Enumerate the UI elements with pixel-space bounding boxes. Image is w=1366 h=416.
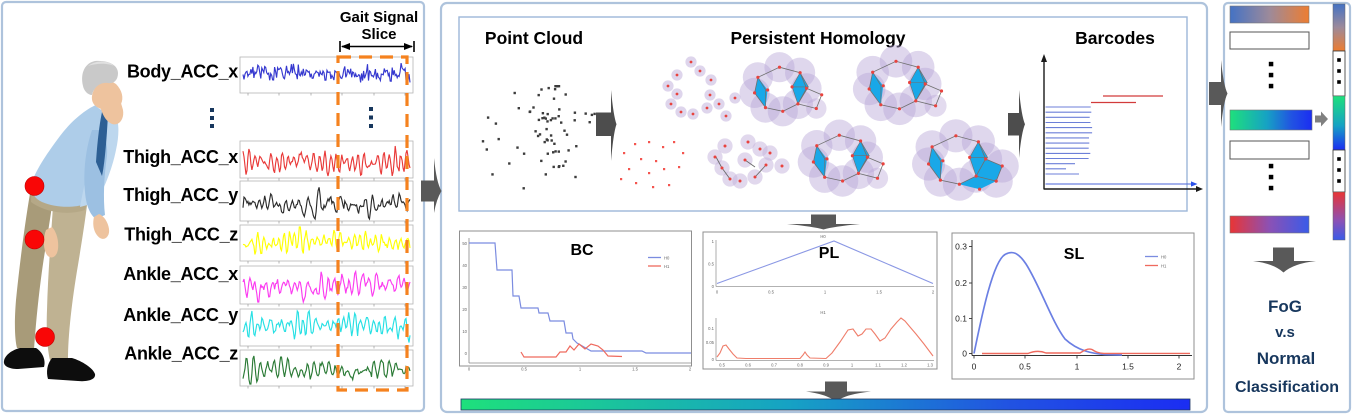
svg-text:H0: H0 [1161,255,1167,260]
svg-text:0: 0 [962,349,967,359]
svg-text:H1: H1 [820,310,826,315]
svg-text:10: 10 [462,329,467,334]
svg-text:FoG: FoG [1268,297,1302,316]
svg-text:0.9: 0.9 [823,363,829,368]
svg-text:1: 1 [1075,362,1080,372]
svg-text:1: 1 [712,239,715,244]
svg-text:H0: H0 [664,256,670,261]
svg-text:v.s: v.s [1275,324,1295,341]
svg-text:0: 0 [712,284,715,289]
svg-text:1.2: 1.2 [901,363,907,368]
svg-text:1.5: 1.5 [632,367,638,372]
svg-text:1.1: 1.1 [875,363,881,368]
svg-text:0.5: 0.5 [719,363,725,368]
svg-text:Ankle_ACC_z: Ankle_ACC_z [124,344,238,364]
svg-text:20: 20 [462,307,467,312]
svg-text:0: 0 [972,362,977,372]
svg-text:1: 1 [579,367,582,372]
svg-text:H1: H1 [664,264,670,269]
svg-text:Barcodes: Barcodes [1075,28,1155,48]
svg-text:Point Cloud: Point Cloud [485,28,583,48]
svg-text:1: 1 [824,290,827,295]
svg-text:Persistent Homology: Persistent Homology [730,28,905,48]
svg-text:Normal: Normal [1257,349,1316,368]
svg-text:0.5: 0.5 [1019,362,1031,372]
svg-text:0.5: 0.5 [521,367,527,372]
svg-text:H0: H0 [820,234,826,239]
svg-text:Slice: Slice [361,26,396,43]
svg-text:2: 2 [932,290,935,295]
svg-text:Classification: Classification [1235,379,1339,396]
svg-text:40: 40 [462,263,467,268]
svg-text:0: 0 [716,290,719,295]
svg-text:Thigh_ACC_z: Thigh_ACC_z [124,225,238,245]
svg-text:30: 30 [462,285,467,290]
svg-text:0.7: 0.7 [771,363,777,368]
svg-text:0.5: 0.5 [768,290,774,295]
svg-text:BC: BC [570,242,594,259]
svg-text:Gait Signal: Gait Signal [340,9,418,26]
svg-text:1: 1 [851,363,854,368]
svg-text:Thigh_ACC_x: Thigh_ACC_x [123,147,238,167]
svg-text:1.3: 1.3 [927,363,933,368]
svg-text:H1: H1 [1161,264,1167,269]
svg-text:1.5: 1.5 [1122,362,1134,372]
svg-text:50: 50 [462,241,467,246]
svg-text:0.05: 0.05 [706,340,715,345]
svg-text:Ankle_ACC_x: Ankle_ACC_x [123,264,238,284]
svg-text:0: 0 [465,351,468,356]
svg-text:Ankle_ACC_y: Ankle_ACC_y [123,305,238,325]
svg-text:0: 0 [468,367,471,372]
svg-text:Body_ACC_x: Body_ACC_x [127,62,238,82]
svg-text:PL: PL [819,245,840,262]
svg-text:2: 2 [689,367,692,372]
svg-text:0: 0 [712,357,715,362]
svg-text:0.2: 0.2 [955,278,967,288]
svg-text:0.1: 0.1 [955,314,967,324]
svg-text:Thigh_ACC_y: Thigh_ACC_y [123,185,238,205]
svg-text:2: 2 [1177,362,1182,372]
svg-text:0.5: 0.5 [708,262,714,267]
svg-text:SL: SL [1064,246,1085,263]
svg-text:0.1: 0.1 [708,326,714,331]
svg-text:0.8: 0.8 [797,363,803,368]
svg-text:0.6: 0.6 [745,363,751,368]
svg-text:1.5: 1.5 [876,290,882,295]
svg-text:0.3: 0.3 [955,242,967,252]
